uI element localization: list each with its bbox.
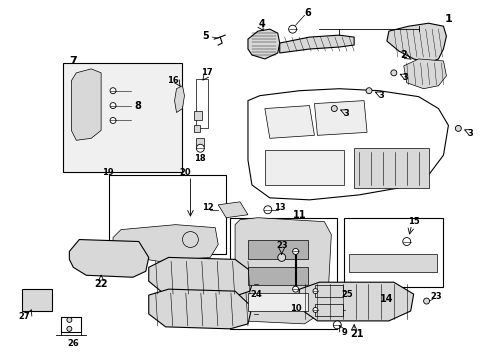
Text: 27: 27	[18, 312, 29, 321]
Circle shape	[366, 88, 371, 94]
Circle shape	[292, 248, 298, 255]
Text: 13: 13	[273, 203, 285, 212]
Circle shape	[312, 307, 317, 312]
Bar	[247, 239, 307, 260]
Circle shape	[67, 327, 72, 331]
Text: 4: 4	[258, 19, 264, 29]
Bar	[315, 285, 343, 297]
Text: 9: 9	[341, 328, 346, 337]
Bar	[264, 150, 344, 185]
Circle shape	[454, 125, 460, 131]
Polygon shape	[69, 239, 148, 277]
Circle shape	[312, 289, 317, 294]
Polygon shape	[174, 86, 184, 113]
Polygon shape	[386, 23, 446, 63]
Text: 23: 23	[275, 241, 287, 250]
Circle shape	[110, 88, 116, 94]
Text: 14: 14	[379, 294, 393, 304]
Circle shape	[390, 70, 396, 76]
Polygon shape	[264, 105, 314, 138]
Bar	[247, 267, 307, 285]
Polygon shape	[279, 35, 353, 53]
Text: 16: 16	[166, 76, 178, 85]
Text: 11: 11	[292, 210, 305, 220]
Text: 3: 3	[343, 109, 348, 118]
Text: 8: 8	[134, 100, 141, 111]
Text: 17: 17	[201, 68, 213, 77]
Bar	[61, 317, 81, 332]
Text: 10: 10	[289, 305, 301, 314]
Bar	[196, 79, 208, 129]
Bar	[247, 293, 307, 311]
Circle shape	[288, 25, 296, 33]
Text: 24: 24	[249, 289, 261, 298]
Text: 1: 1	[444, 14, 451, 24]
FancyBboxPatch shape	[344, 218, 443, 287]
Text: 2: 2	[400, 50, 407, 60]
FancyBboxPatch shape	[63, 63, 182, 172]
Text: 3: 3	[377, 91, 383, 100]
Polygon shape	[148, 289, 251, 329]
Text: 18: 18	[194, 154, 206, 163]
Circle shape	[402, 238, 410, 246]
Text: 6: 6	[304, 8, 310, 18]
Circle shape	[110, 117, 116, 123]
Text: 26: 26	[67, 339, 79, 348]
Text: 3: 3	[402, 73, 408, 82]
Text: 5: 5	[202, 31, 208, 41]
Circle shape	[277, 253, 285, 261]
Circle shape	[264, 206, 271, 214]
Polygon shape	[314, 100, 366, 135]
Circle shape	[67, 318, 72, 323]
Bar	[348, 255, 436, 272]
Circle shape	[196, 144, 204, 152]
Bar	[21, 289, 51, 311]
Text: 19: 19	[102, 167, 114, 176]
Polygon shape	[218, 202, 247, 218]
Text: 15: 15	[407, 217, 419, 226]
Polygon shape	[148, 257, 254, 297]
Text: 7: 7	[69, 56, 77, 66]
Text: 25: 25	[341, 289, 352, 298]
Text: 23: 23	[430, 292, 442, 301]
Circle shape	[110, 103, 116, 109]
Circle shape	[331, 105, 337, 112]
Circle shape	[333, 321, 341, 329]
Bar	[194, 125, 200, 132]
Polygon shape	[403, 59, 446, 89]
Circle shape	[423, 298, 428, 304]
Bar	[196, 138, 204, 146]
Bar	[353, 148, 427, 188]
FancyBboxPatch shape	[109, 175, 225, 255]
FancyBboxPatch shape	[230, 218, 337, 329]
Polygon shape	[247, 29, 279, 59]
Text: 21: 21	[350, 329, 363, 339]
Bar	[315, 304, 343, 316]
Text: 20: 20	[179, 167, 191, 176]
Text: 12: 12	[202, 203, 214, 212]
Text: 22: 22	[94, 279, 108, 289]
Circle shape	[292, 286, 298, 292]
Circle shape	[182, 231, 198, 247]
Polygon shape	[113, 225, 218, 261]
Text: 3: 3	[467, 129, 472, 138]
Polygon shape	[247, 89, 447, 200]
Bar	[194, 111, 202, 121]
Polygon shape	[71, 69, 101, 140]
Polygon shape	[235, 218, 331, 324]
Polygon shape	[297, 282, 413, 321]
